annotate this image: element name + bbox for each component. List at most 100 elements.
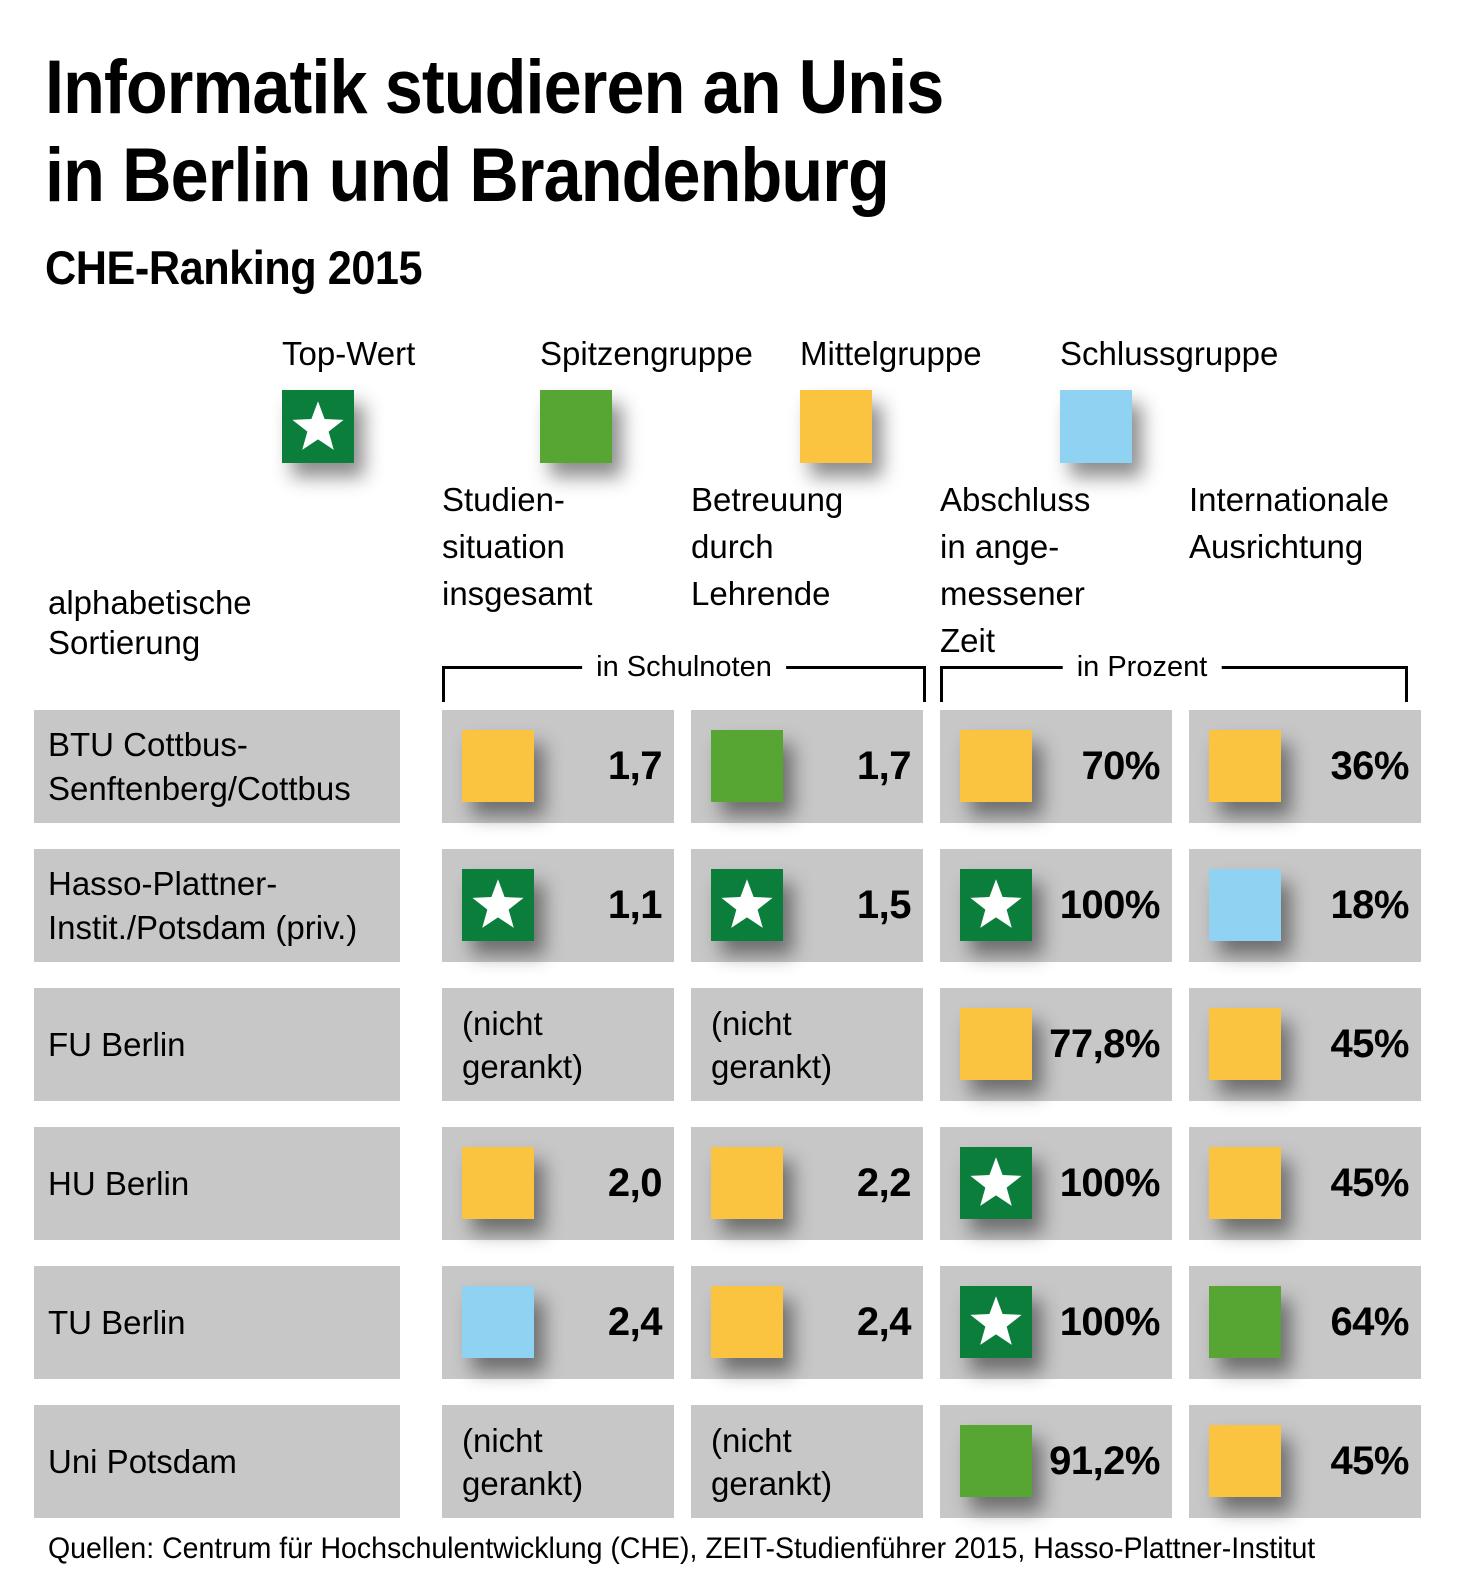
star-icon bbox=[292, 400, 344, 450]
rating-swatch bbox=[462, 869, 534, 941]
rating-swatch bbox=[1209, 730, 1281, 802]
row-name: Hasso-Plattner- Instit./Potsdam (priv.) bbox=[34, 849, 400, 962]
rating-value: 100% bbox=[1059, 1161, 1161, 1205]
rating-value: 2,2 bbox=[856, 1161, 912, 1205]
page-title-line1: Informatik studieren an Unis bbox=[45, 45, 944, 130]
rating-cell: 2,2 bbox=[691, 1127, 923, 1240]
rating-cell: 100% bbox=[940, 849, 1172, 962]
page-title-line2: in Berlin und Brandenburg bbox=[45, 133, 890, 218]
legend-label: Spitzengruppe bbox=[540, 335, 753, 372]
rating-value: 64% bbox=[1330, 1300, 1409, 1344]
table-row: BTU Cottbus- Senftenberg/Cottbus 1,7 1,7 70… bbox=[0, 710, 1476, 823]
rating-cell: 1,1 bbox=[442, 849, 674, 962]
rating-swatch bbox=[711, 1147, 783, 1219]
not-ranked-text: (nicht gerankt) bbox=[462, 1004, 584, 1085]
not-ranked-text: (nicht gerankt) bbox=[462, 1421, 584, 1502]
row-name: HU Berlin bbox=[34, 1127, 400, 1240]
legend-item-spitzengruppe: Spitzengruppe bbox=[540, 334, 753, 463]
table-row: Uni Potsdam (nicht gerankt) (nicht gerankt… bbox=[0, 1405, 1476, 1518]
rating-cell: 100% bbox=[940, 1266, 1172, 1379]
column-header-3: Abschluss in ange- messener Zeit bbox=[940, 481, 1091, 659]
page-subtitle: CHE-Ranking 2015 bbox=[45, 241, 423, 294]
rating-value: 45% bbox=[1330, 1439, 1409, 1483]
column-header-2: Betreuung durch Lehrende bbox=[691, 481, 844, 612]
legend-label: Mittelgruppe bbox=[800, 335, 982, 372]
rating-cell: 1,7 bbox=[691, 710, 923, 823]
star-icon bbox=[970, 1296, 1022, 1345]
row-name: FU Berlin bbox=[34, 988, 400, 1101]
rating-cell: 18% bbox=[1189, 849, 1421, 962]
rating-cell: 64% bbox=[1189, 1266, 1421, 1379]
rating-swatch bbox=[960, 730, 1032, 802]
bracket-tick-right bbox=[1405, 666, 1408, 702]
rating-swatch bbox=[960, 1286, 1032, 1358]
rating-cell: 36% bbox=[1189, 710, 1421, 823]
rating-cell: 70% bbox=[940, 710, 1172, 823]
page-title: Informatik studieren an Unis in Berlin u… bbox=[45, 44, 944, 220]
unit-label: in Schulnoten bbox=[582, 651, 786, 684]
table-row: Hasso-Plattner- Instit./Potsdam (priv.) 1… bbox=[0, 849, 1476, 962]
rating-swatch bbox=[1209, 1008, 1281, 1080]
rating-cell: 2,0 bbox=[442, 1127, 674, 1240]
rating-value: 45% bbox=[1330, 1161, 1409, 1205]
star-icon bbox=[721, 879, 773, 928]
source-note: Quellen: Centrum für Hochschulentwicklun… bbox=[48, 1532, 1316, 1565]
rating-cell: (nicht gerankt) bbox=[691, 988, 923, 1101]
sort-note: alphabetische Sortierung bbox=[48, 584, 252, 661]
rating-cell: 77,8% bbox=[940, 988, 1172, 1101]
star-icon bbox=[970, 879, 1022, 928]
bracket-tick-right bbox=[923, 666, 926, 702]
rating-swatch bbox=[711, 1286, 783, 1358]
rating-cell: 1,7 bbox=[442, 710, 674, 823]
column-header-4: Internationale Ausrichtung bbox=[1189, 481, 1389, 565]
rating-value: 2,4 bbox=[607, 1300, 663, 1344]
table-row: FU Berlin (nicht gerankt) (nicht gerankt) 7… bbox=[0, 988, 1476, 1101]
table-row: TU Berlin 2,4 2,4 100% 64% bbox=[0, 1266, 1476, 1379]
rating-value: 100% bbox=[1059, 1300, 1161, 1344]
rating-value: 1,1 bbox=[607, 883, 663, 927]
rating-swatch bbox=[711, 869, 783, 941]
rating-cell: 45% bbox=[1189, 988, 1421, 1101]
unit-label: in Prozent bbox=[1062, 651, 1222, 684]
rating-cell: (nicht gerankt) bbox=[442, 988, 674, 1101]
rating-value: 1,7 bbox=[607, 744, 663, 788]
row-name: BTU Cottbus- Senftenberg/Cottbus bbox=[34, 710, 400, 823]
rating-swatch bbox=[1209, 1425, 1281, 1497]
not-ranked-text: (nicht gerankt) bbox=[711, 1421, 833, 1502]
rating-value: 2,4 bbox=[856, 1300, 912, 1344]
rating-value: 1,7 bbox=[856, 744, 912, 788]
legend-swatch bbox=[1060, 390, 1132, 463]
table-row: HU Berlin 2,0 2,2 100% 45% bbox=[0, 1127, 1476, 1240]
rating-swatch bbox=[711, 730, 783, 802]
rating-cell: 45% bbox=[1189, 1127, 1421, 1240]
rating-cell: (nicht gerankt) bbox=[442, 1405, 674, 1518]
star-icon bbox=[970, 1157, 1022, 1206]
rating-value: 91,2% bbox=[1049, 1439, 1160, 1483]
rating-swatch bbox=[960, 1425, 1032, 1497]
not-ranked-text: (nicht gerankt) bbox=[711, 1004, 833, 1085]
rating-cell: 45% bbox=[1189, 1405, 1421, 1518]
rating-cell: 1,5 bbox=[691, 849, 923, 962]
star-icon bbox=[472, 879, 524, 928]
rating-swatch bbox=[462, 1286, 534, 1358]
bracket-tick-left bbox=[940, 666, 943, 702]
rating-cell: 2,4 bbox=[691, 1266, 923, 1379]
legend-item-mittelgruppe: Mittelgruppe bbox=[800, 334, 982, 463]
rating-swatch bbox=[462, 1147, 534, 1219]
rating-swatch bbox=[1209, 1147, 1281, 1219]
rating-value: 70% bbox=[1081, 744, 1160, 788]
rating-value: 100% bbox=[1059, 883, 1161, 927]
unit-bracket-prozent: in Prozent bbox=[940, 650, 1408, 702]
rating-swatch bbox=[462, 730, 534, 802]
rating-swatch bbox=[1209, 1286, 1281, 1358]
rating-value: 1,5 bbox=[856, 883, 912, 927]
rating-swatch bbox=[1209, 869, 1281, 941]
legend-swatch bbox=[282, 390, 354, 463]
bracket-tick-left bbox=[442, 666, 445, 702]
legend-swatch bbox=[540, 390, 612, 463]
rating-swatch bbox=[960, 1008, 1032, 1080]
legend-label: Top-Wert bbox=[282, 335, 416, 372]
row-name: TU Berlin bbox=[34, 1266, 400, 1379]
rating-cell: 2,4 bbox=[442, 1266, 674, 1379]
